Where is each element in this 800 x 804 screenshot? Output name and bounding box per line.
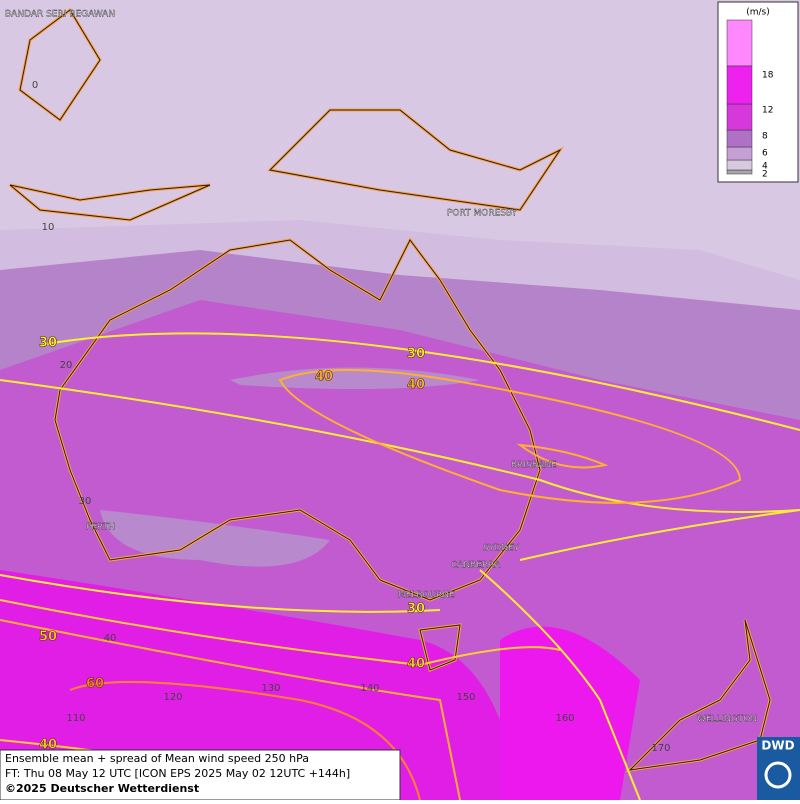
legend-swatch: [726, 146, 753, 161]
coastline-outline: [9, 9, 771, 771]
contour-label: 30: [407, 602, 425, 617]
lon-label: 150: [456, 692, 475, 703]
legend-swatch: [726, 169, 753, 175]
footer-line: ©2025 Deutscher Wetterdienst: [5, 782, 199, 795]
legend-swatch: [726, 159, 753, 171]
legend-label: 18: [762, 71, 774, 81]
logo: DWD: [761, 739, 794, 753]
lat-label: 30: [79, 496, 92, 507]
lat-label: 10: [42, 222, 55, 233]
legend-label: 2: [762, 170, 768, 180]
spread-patch: [230, 367, 480, 389]
contour-label: 30: [407, 347, 425, 362]
city-label: CANBERRA: [451, 561, 501, 571]
lon-label: 120: [163, 692, 182, 703]
spread-top: [0, 570, 520, 800]
contours: [0, 332, 800, 801]
lat-label: 20: [60, 360, 73, 371]
legend-label: 12: [762, 106, 773, 116]
legend: (m/s) 24 6 8 12 18: [717, 1, 799, 183]
lon-label: 130: [261, 683, 280, 694]
legend-label: 4: [762, 162, 768, 172]
lat-label: 0: [32, 80, 38, 91]
logo-box: [757, 737, 800, 800]
legend-swatch: [726, 65, 753, 105]
contour-label: 50: [39, 630, 57, 645]
contour-label: 40: [39, 738, 57, 753]
legend-swatch: [726, 19, 753, 67]
city-label: MELBOURNE: [398, 591, 455, 601]
lon-label: 170: [651, 743, 670, 754]
legend-unit: (m/s): [746, 8, 770, 18]
city-label: PERTH: [86, 523, 115, 533]
footer-line: FT: Thu 08 May 12 UTC [ICON EPS 2025 May…: [5, 767, 350, 780]
legend-swatch: [726, 129, 753, 148]
legend-label: 8: [762, 132, 768, 142]
spread-top: [500, 626, 640, 800]
city-label: WELLINGTON: [697, 715, 757, 725]
contour-label: 40: [407, 378, 425, 393]
lat-label: 40: [104, 633, 117, 644]
city-label: BANDAR SERI BEGAWAN: [5, 10, 115, 20]
footer-line: Ensemble mean + spread of Mean wind spee…: [5, 752, 309, 765]
city-label: SYDNEY: [483, 544, 520, 554]
contour-label: 40: [407, 657, 425, 672]
legend-swatch: [726, 103, 753, 131]
logo-swirl: [764, 761, 792, 789]
lon-label: 110: [66, 713, 85, 724]
spread-low: [0, 0, 800, 280]
contour-label: 40: [315, 370, 333, 385]
footer-box: [0, 749, 401, 801]
contour-label: 60: [86, 677, 104, 692]
lon-label: 160: [555, 713, 574, 724]
city-label: BRISBANE: [511, 461, 557, 471]
legend-label: 6: [762, 149, 768, 159]
city-label: PORT MORESBY: [447, 209, 518, 219]
contour-label: 30: [39, 336, 57, 351]
lon-label: 140: [360, 683, 379, 694]
